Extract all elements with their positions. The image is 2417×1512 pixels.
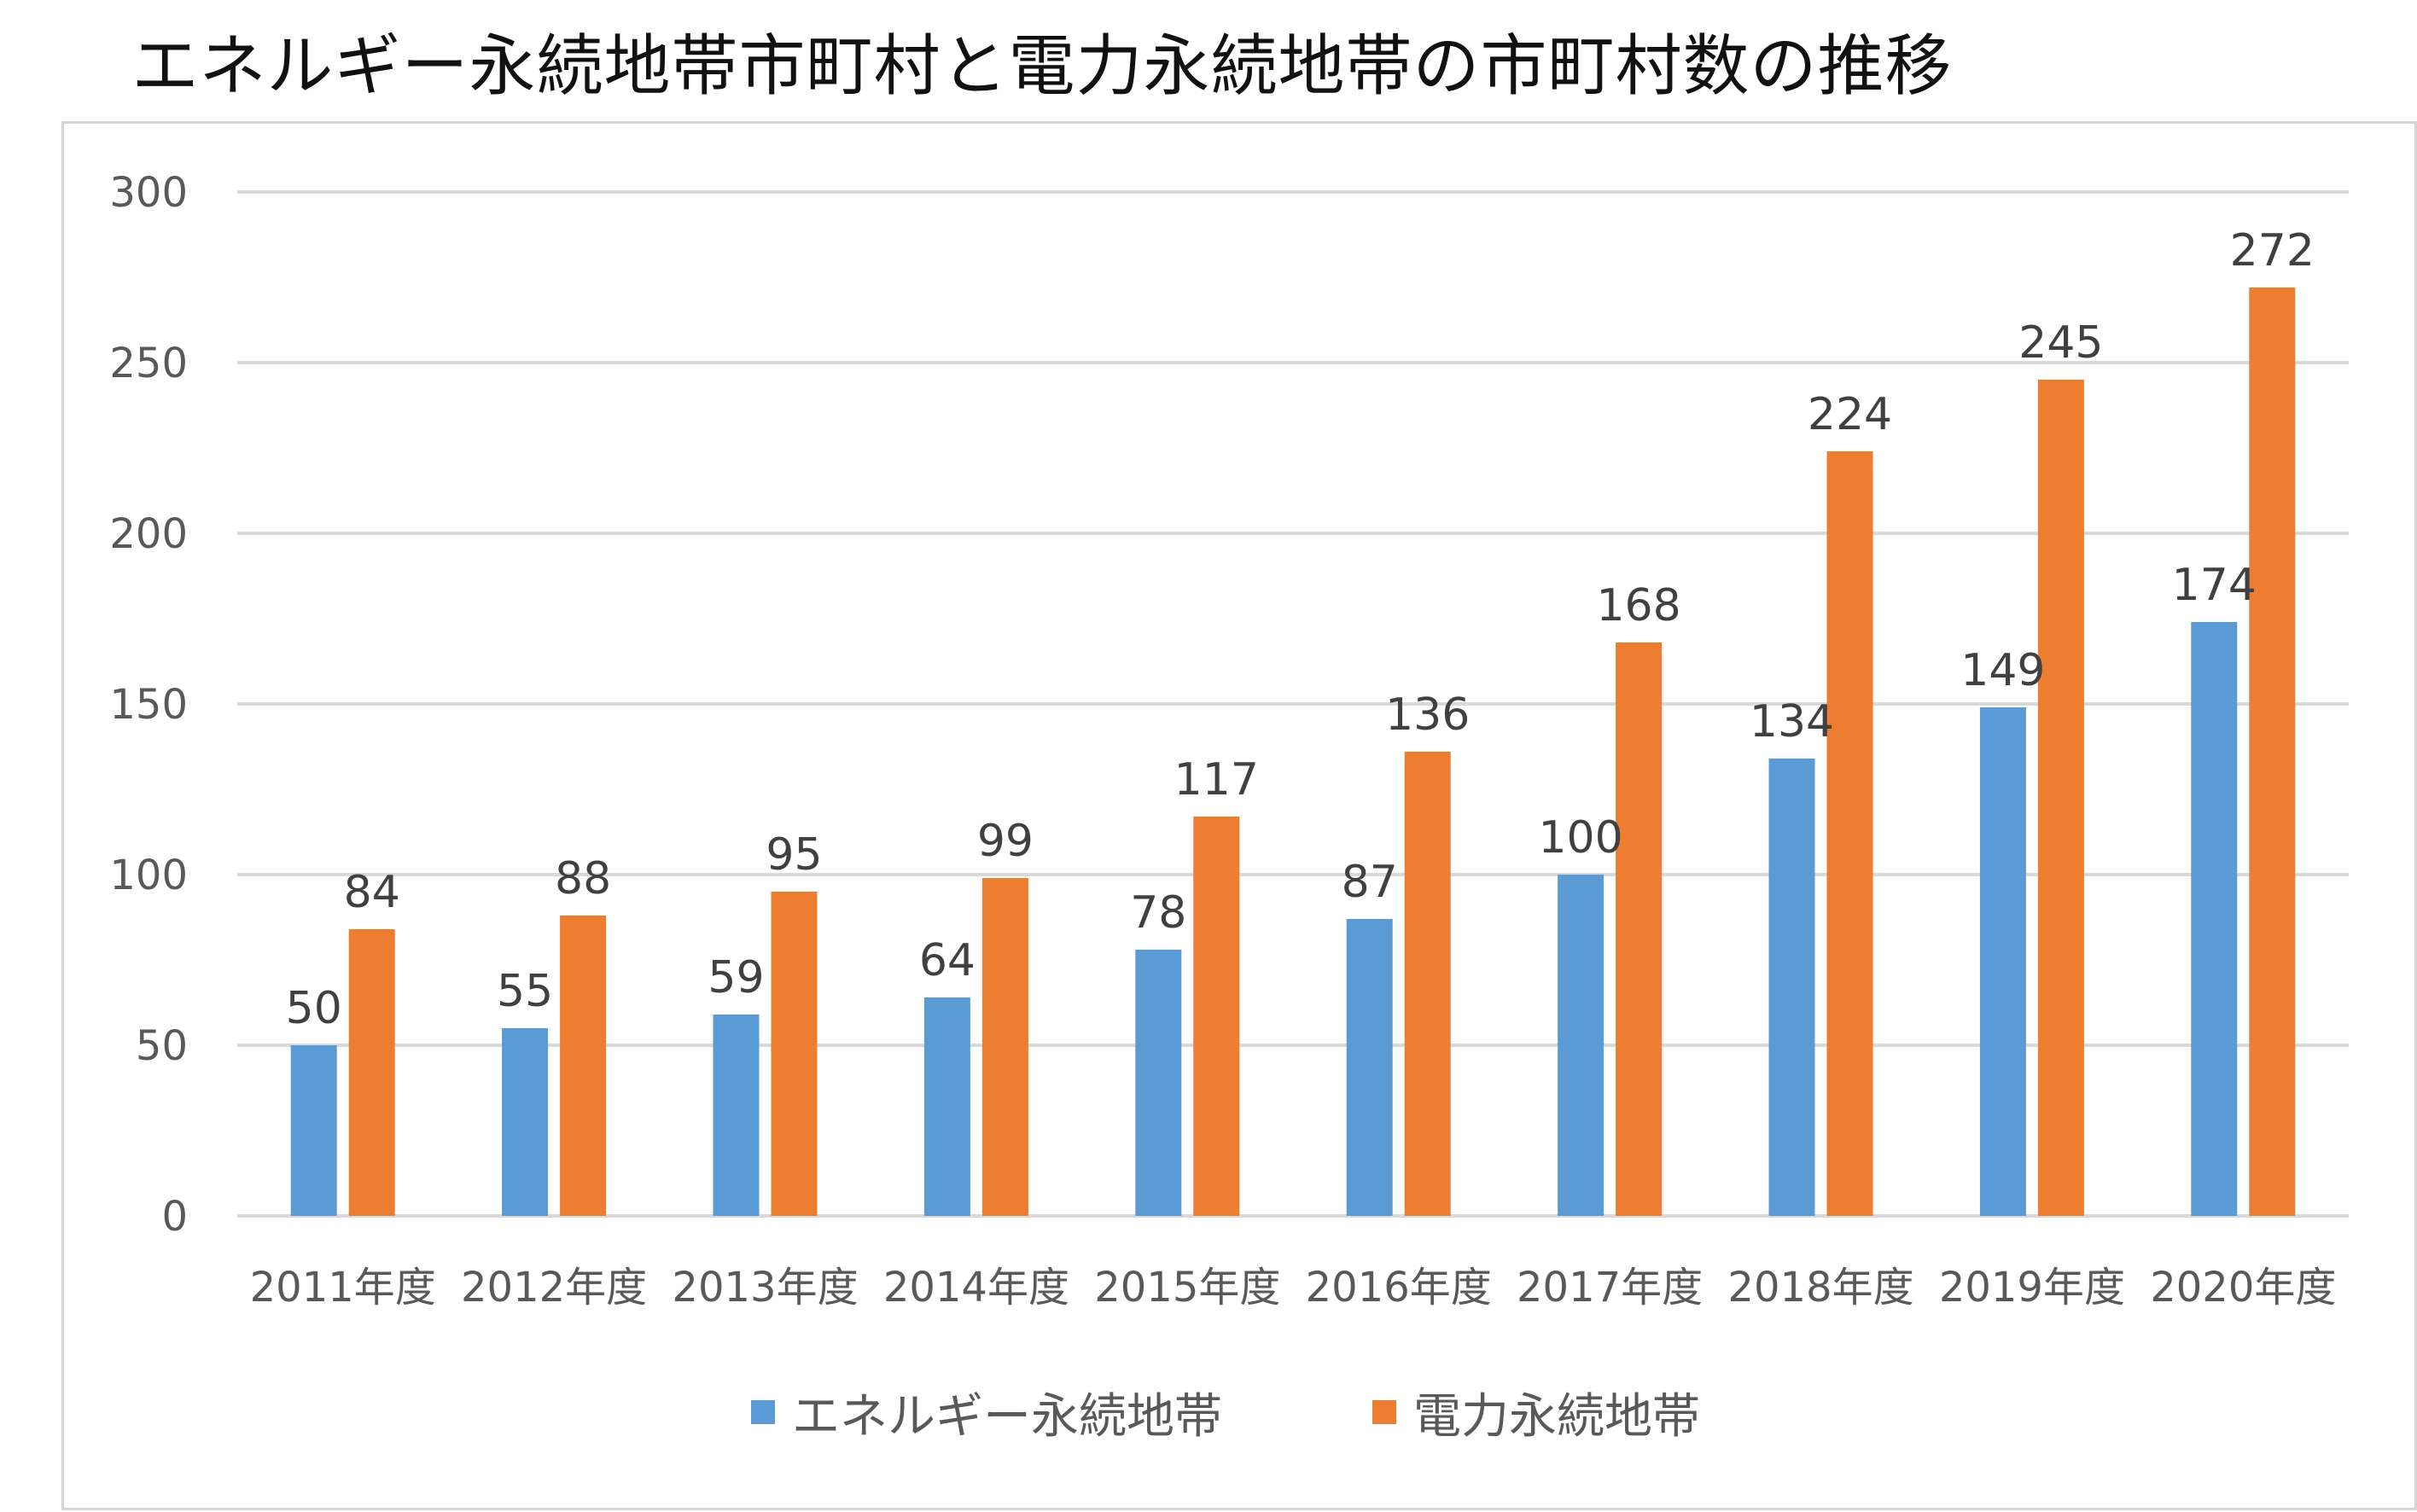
bar-power-5	[1404, 752, 1451, 1216]
bar-energy-2	[713, 1015, 760, 1216]
data-label-energy-4: 78	[1130, 887, 1186, 939]
data-label-energy-3: 64	[919, 935, 976, 986]
legend-item-energy: エネルギー永続地帯	[751, 1378, 1222, 1446]
bar-energy-7	[1768, 759, 1815, 1216]
data-label-power-2: 95	[766, 829, 822, 881]
legend-label-power: 電力永続地帯	[1413, 1388, 1700, 1445]
legend-swatch-power	[1372, 1400, 1396, 1424]
data-label-energy-8: 149	[1960, 645, 2045, 696]
bar-energy-0	[290, 1045, 337, 1216]
bar-power-4	[1193, 817, 1240, 1216]
data-label-energy-5: 87	[1342, 857, 1398, 908]
y-axis-ticks: 0 50 100 150 200 250 300	[109, 169, 188, 1241]
bar-power-7	[1826, 451, 1873, 1216]
bar-power-8	[2037, 380, 2084, 1216]
y-tick-label: 0	[161, 1193, 188, 1241]
bar-power-3	[981, 878, 1028, 1216]
bar-energy-5	[1346, 919, 1393, 1216]
chart-title: エネルギー永続地帯市町村と電力永続地帯の市町村数の推移	[131, 28, 1953, 105]
bar-power-6	[1616, 643, 1663, 1216]
y-tick-label: 200	[109, 510, 188, 558]
data-label-energy-6: 100	[1538, 812, 1622, 864]
data-label-power-7: 224	[1808, 389, 1892, 440]
data-label-energy-9: 174	[2172, 560, 2257, 611]
bar-power-0	[348, 929, 395, 1216]
x-tick-label: 2011年度	[250, 1264, 436, 1311]
data-label-power-1: 88	[555, 853, 611, 904]
bar-power-9	[2249, 288, 2296, 1216]
bars-layer	[290, 288, 2296, 1216]
x-axis-ticks: 2011年度 2012年度 2013年度 2014年度 2015年度 2016年度 2017…	[250, 1264, 2337, 1311]
legend: エネルギー永続地帯 電力永続地帯	[0, 1378, 2417, 1446]
bar-power-2	[771, 892, 818, 1216]
bar-energy-6	[1558, 875, 1605, 1216]
data-label-energy-2: 59	[708, 952, 764, 1003]
x-tick-label: 2012年度	[461, 1264, 647, 1311]
y-tick-label: 250	[109, 340, 188, 387]
data-label-power-4: 117	[1174, 754, 1259, 805]
y-tick-label: 300	[109, 169, 188, 217]
bar-power-1	[560, 916, 607, 1216]
x-tick-label: 2018年度	[1727, 1264, 1913, 1311]
bar-energy-9	[2191, 622, 2238, 1216]
y-tick-label: 100	[109, 852, 188, 899]
y-tick-label: 50	[136, 1022, 188, 1070]
data-label-energy-7: 134	[1750, 696, 1834, 747]
bar-energy-8	[1979, 707, 2026, 1216]
data-label-power-5: 136	[1385, 689, 1470, 741]
bar-energy-3	[923, 997, 970, 1216]
data-label-power-9: 272	[2230, 225, 2315, 276]
data-label-energy-0: 50	[286, 983, 342, 1034]
legend-item-power: 電力永続地帯	[1372, 1378, 1700, 1446]
data-label-power-6: 168	[1596, 580, 1680, 631]
data-label-power-0: 84	[344, 867, 400, 918]
bar-energy-4	[1135, 950, 1182, 1216]
data-label-energy-1: 55	[497, 966, 553, 1017]
y-tick-label: 150	[109, 681, 188, 729]
x-tick-label: 2020年度	[2150, 1264, 2336, 1311]
x-tick-label: 2019年度	[1939, 1264, 2125, 1311]
data-label-power-8: 245	[2018, 317, 2103, 369]
bar-energy-1	[502, 1028, 549, 1216]
x-tick-label: 2016年度	[1306, 1264, 1492, 1311]
x-tick-label: 2015年度	[1094, 1264, 1280, 1311]
data-labels-layer: 50 84 55 88 59 95 64 99 78 117 87 136 100 168 134 224 14…	[286, 225, 2315, 1034]
x-tick-label: 2017年度	[1517, 1264, 1703, 1311]
x-tick-label: 2014年度	[883, 1264, 1069, 1311]
x-tick-label: 2013年度	[672, 1264, 858, 1311]
legend-swatch-energy	[751, 1400, 775, 1424]
legend-label-energy: エネルギー永続地帯	[792, 1388, 1222, 1445]
data-label-power-3: 99	[977, 816, 1034, 867]
